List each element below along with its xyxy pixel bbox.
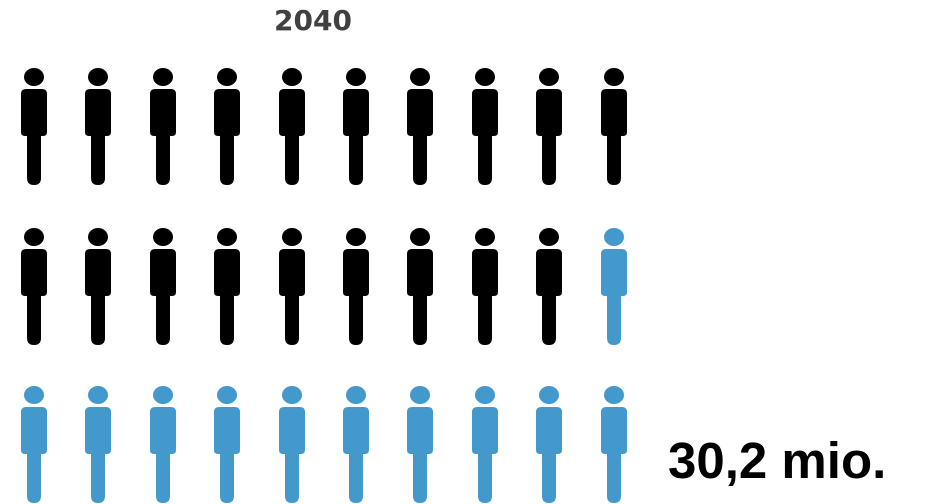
person-icon-black bbox=[210, 228, 244, 345]
person-icon-black bbox=[532, 228, 566, 345]
person-icon-blue bbox=[275, 386, 309, 503]
person-icon-blue bbox=[210, 386, 244, 503]
person-icon-black bbox=[275, 228, 309, 345]
person-icon-black bbox=[597, 68, 631, 185]
person-icon-blue bbox=[81, 386, 115, 503]
person-icon-blue bbox=[146, 386, 180, 503]
person-icon-blue bbox=[403, 386, 437, 503]
person-icon-black bbox=[339, 68, 373, 185]
person-icon-black bbox=[17, 228, 51, 345]
person-icon-black bbox=[146, 68, 180, 185]
person-icon-black bbox=[17, 68, 51, 185]
person-icon-black bbox=[468, 228, 502, 345]
person-icon-black bbox=[81, 68, 115, 185]
person-icon-black bbox=[210, 68, 244, 185]
person-icon-blue bbox=[597, 228, 631, 345]
person-icon-black bbox=[403, 228, 437, 345]
person-icon-blue bbox=[17, 386, 51, 503]
person-icon-blue bbox=[468, 386, 502, 503]
pictogram-grid bbox=[17, 68, 631, 503]
person-icon-blue bbox=[597, 386, 631, 503]
person-icon-black bbox=[532, 68, 566, 185]
person-icon-blue bbox=[339, 386, 373, 503]
person-icon-black bbox=[339, 228, 373, 345]
person-icon-black bbox=[275, 68, 309, 185]
person-icon-black bbox=[403, 68, 437, 185]
person-icon-blue bbox=[532, 386, 566, 503]
person-icon-black bbox=[468, 68, 502, 185]
person-icon-black bbox=[81, 228, 115, 345]
chart-title: 2040 bbox=[274, 4, 352, 37]
person-icon-black bbox=[146, 228, 180, 345]
total-population-label: 30,2 mio. bbox=[668, 432, 887, 489]
